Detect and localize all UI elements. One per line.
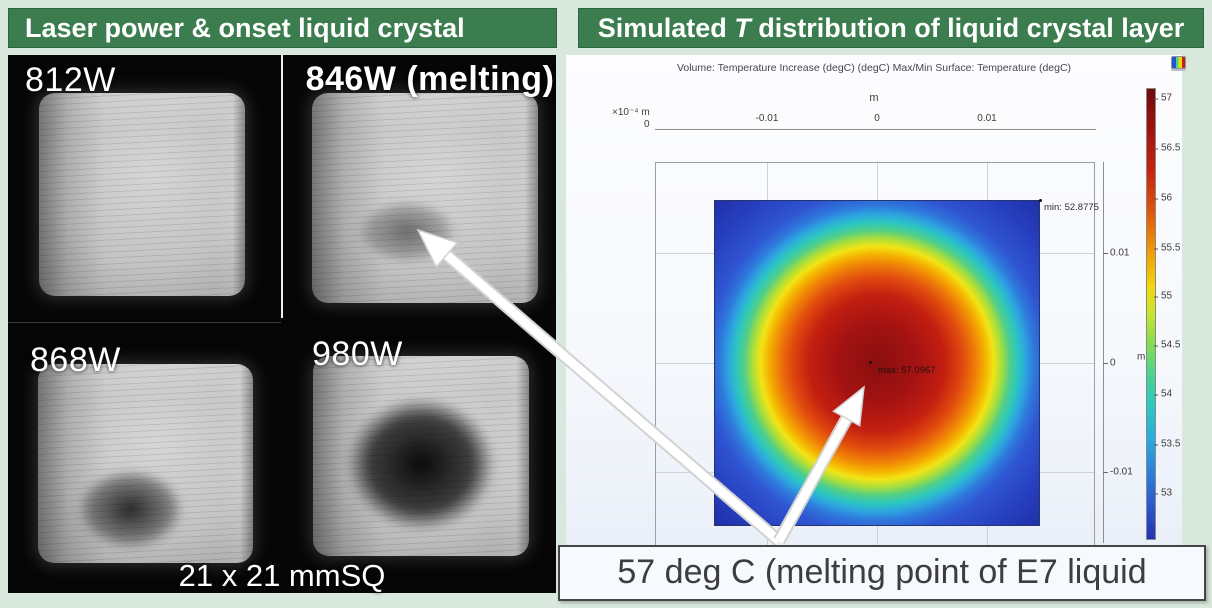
melting-spot-846w (312, 93, 538, 303)
y-tick-0: 0 (1110, 357, 1116, 369)
right-title-prefix: Simulated (597, 13, 735, 43)
melting-spot-980w (313, 356, 529, 556)
max-annotation: max: 57.0967 (878, 365, 936, 376)
colorbar-tick-535: 53.5 (1153, 438, 1181, 450)
melting-spot-868w (38, 364, 253, 563)
temperature-colorbar (1146, 88, 1156, 540)
colorbar-tick-555: 55.5 (1153, 242, 1181, 254)
label-868w: 868W (30, 341, 121, 379)
y-tickmark (1103, 253, 1108, 254)
comsol-plot-panel: Volume: Temperature Increase (degC) (deg… (566, 55, 1186, 600)
y-tickmark (1103, 472, 1108, 473)
y-tickmark (1103, 363, 1108, 364)
experiment-image-grid: 812W 846W (melting) 868W 980W 21 x 21 mm… (8, 55, 556, 593)
plot-title: Volume: Temperature Increase (degC) (deg… (676, 62, 1072, 74)
max-point-marker (869, 361, 872, 364)
left-panel-title: Laser power & onset liquid crystal melti… (8, 8, 557, 81)
temperature-heatmap (714, 200, 1040, 526)
x-tick-001: 0.01 (977, 113, 997, 124)
x-axis-scale-zero: 0 (644, 119, 650, 130)
sample-image-812w (39, 93, 245, 296)
sample-image-980w (313, 356, 529, 556)
melting-point-callout: 57 deg C (melting point of E7 liquid cry… (558, 545, 1206, 608)
sample-scale-label: 21 x 21 mmSQ (178, 558, 386, 593)
min-point-marker (1039, 199, 1042, 202)
colorbar-tick-545: 54.5 (1153, 339, 1181, 351)
y-tick-001: 0.01 (1110, 247, 1130, 259)
colorbar-tick-56: 56 (1153, 192, 1173, 204)
x-axis-unit: m (869, 92, 879, 104)
x-tick-neg001: -0.01 (755, 113, 779, 124)
plot-thumbnail-icon (1171, 56, 1186, 69)
colorbar-tick-565: 56.5 (1153, 142, 1181, 154)
colorbar-tick-54: 54 (1153, 388, 1173, 400)
colorbar-tick-57: 57 (1153, 92, 1173, 104)
x-axis-line (655, 129, 1096, 130)
column-separator (281, 55, 283, 318)
right-title-emphasis: T (734, 13, 751, 43)
y-axis-unit: m (1137, 351, 1146, 363)
colorbar-tick-53: 53 (1153, 487, 1173, 499)
label-980w: 980W (312, 335, 403, 373)
colorbar-tick-55: 55 (1153, 290, 1173, 302)
min-annotation: min: 52.8775 (1044, 202, 1099, 213)
x-axis-scale-note: ×10⁻⁴ m (612, 107, 650, 118)
y-tick-neg001: -0.01 (1110, 466, 1133, 478)
y-axis-line (1103, 162, 1104, 543)
right-title-suffix: distribution of liquid crystal layer (750, 13, 1185, 43)
label-812w: 812W (25, 61, 116, 99)
right-panel-title: Simulated T distribution of liquid cryst… (578, 8, 1204, 48)
label-846w-melting: 846W (melting) (305, 60, 555, 98)
sample-image-868w (38, 364, 253, 563)
row-separator (8, 322, 281, 323)
x-tick-0: 0 (874, 113, 880, 124)
sample-image-846w (312, 93, 538, 303)
